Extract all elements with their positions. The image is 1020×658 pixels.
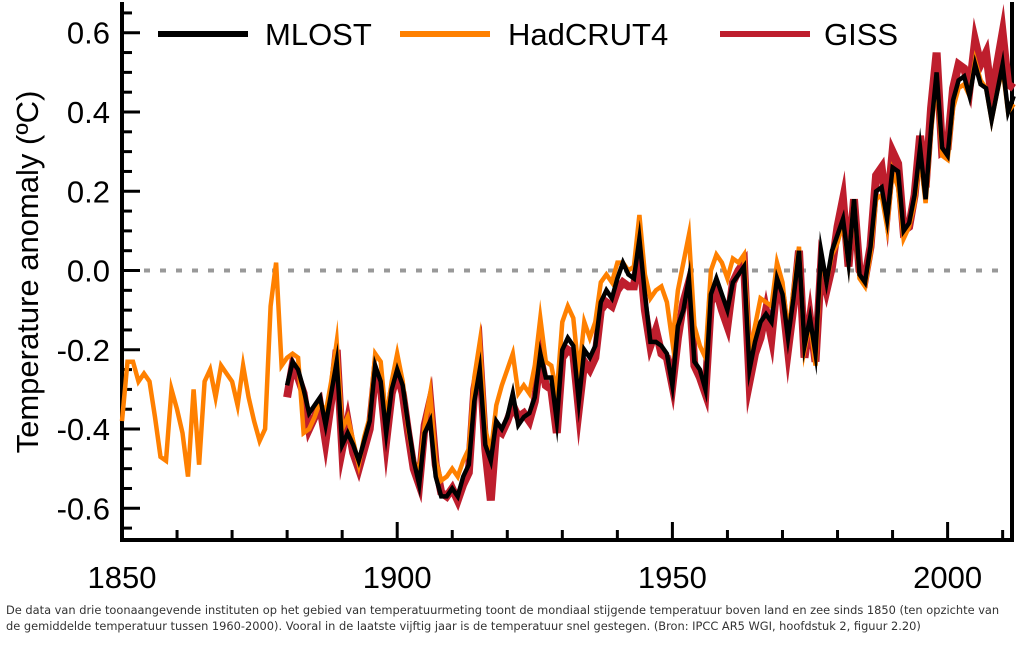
figure-caption: De data van drie toonaangevende institut…	[6, 603, 1000, 633]
x-tick-label: 1900	[363, 560, 432, 595]
x-tick-label: 1950	[638, 560, 707, 595]
y-tick-label: 0.0	[67, 254, 110, 289]
temperature-anomaly-chart: -0.6 -0.4 -0.2 0.0 0.2 0.4 0.6 1850 1900 1950 2000…	[10, 2, 1016, 595]
y-tick-label: 0.6	[67, 16, 110, 51]
y-tick-label: -0.6	[57, 491, 110, 526]
legend: MLOST HadCRUT4 GISS	[158, 17, 898, 52]
x-tick-label: 2000	[913, 560, 982, 595]
legend-label-giss: GISS	[824, 17, 898, 52]
axes	[120, 2, 1014, 542]
series-line-giss	[283, 3, 1016, 512]
tick-labels: -0.6 -0.4 -0.2 0.0 0.2 0.4 0.6 1850 1900 1950 2000	[57, 16, 983, 595]
y-tick-label: -0.4	[57, 412, 110, 447]
series-line-mlost	[284, 49, 1016, 502]
series-group	[119, 3, 1016, 512]
x-tick-label: 1850	[88, 560, 157, 595]
y-tick-label: -0.2	[57, 333, 110, 368]
legend-label-mlost: MLOST	[265, 17, 372, 52]
series-line-hadcrut4	[119, 49, 1016, 485]
y-tick-label: 0.2	[67, 174, 110, 209]
y-axis-label: Temperature anomaly (ºC)	[10, 91, 45, 454]
y-tick-label: 0.4	[67, 95, 110, 130]
legend-label-hadcrut4: HadCRUT4	[508, 17, 668, 52]
